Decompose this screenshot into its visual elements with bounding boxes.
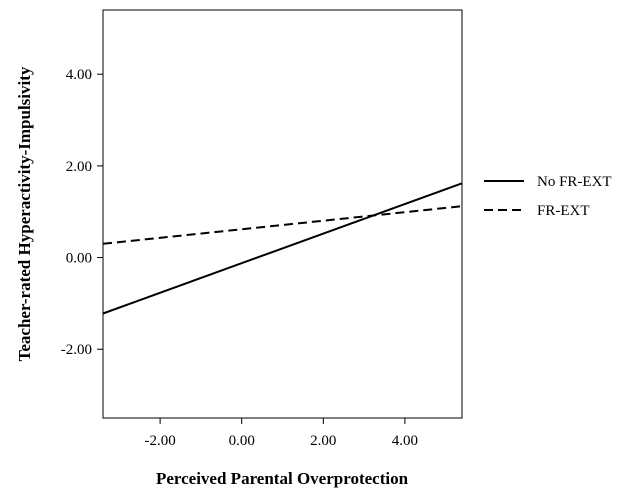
series-lines [102, 182, 463, 315]
legend-label: FR-EXT [537, 203, 590, 219]
legend-label: No FR-EXT [537, 174, 612, 190]
y-tick-label: 4.00 [66, 67, 92, 83]
y-tick-label: 2.00 [66, 159, 92, 175]
plot-frame [102, 9, 463, 419]
legend: No FR-EXT FR-EXT [484, 174, 612, 219]
x-tick-label: 2.00 [310, 433, 336, 449]
series-line-fr-ext [102, 205, 463, 245]
y-axis-ticks: -2.00 0.00 2.00 4.00 [61, 67, 103, 358]
y-tick-label: 0.00 [66, 251, 92, 267]
y-tick-label: -2.00 [61, 342, 92, 358]
x-tick-label: 4.00 [392, 433, 418, 449]
y-axis-title: Teacher-rated Hyperactivity-Impulsivity [15, 66, 34, 361]
series-line-no-fr-ext [102, 182, 463, 315]
x-tick-label: -2.00 [144, 433, 175, 449]
x-axis-ticks: -2.00 0.00 2.00 4.00 [144, 418, 418, 449]
x-tick-label: 0.00 [229, 433, 255, 449]
x-axis-title: Perceived Parental Overprotection [156, 469, 409, 488]
